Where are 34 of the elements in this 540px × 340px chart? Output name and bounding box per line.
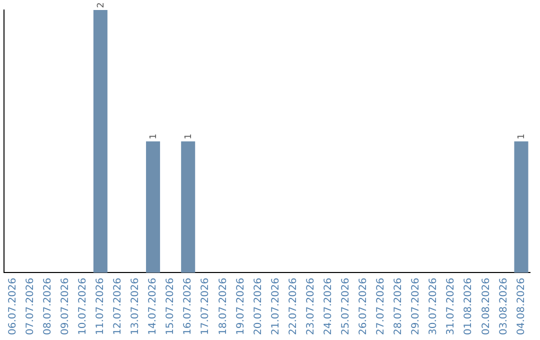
x-tick-label: 22.07.2026 bbox=[288, 278, 299, 336]
x-tick-label: 23.07.2026 bbox=[305, 278, 316, 336]
x-tick-label: 14.07.2026 bbox=[148, 278, 159, 336]
x-tick-label: 28.07.2026 bbox=[393, 278, 404, 336]
x-tick-label: 07.07.2026 bbox=[24, 278, 36, 336]
x-tick-label: 06.07.2026 bbox=[7, 278, 18, 336]
x-tick-label: 09.07.2026 bbox=[60, 278, 71, 336]
x-tick-label: 17.07.2026 bbox=[200, 278, 212, 336]
x-tick-label: 25.07.2026 bbox=[340, 278, 352, 336]
x-tick-label: 27.07.2026 bbox=[376, 278, 387, 336]
x-tick-label: 20.07.2026 bbox=[252, 278, 264, 336]
data-label: 1 bbox=[184, 134, 194, 140]
x-tick-label: 19.07.2026 bbox=[235, 278, 246, 336]
x-tick-label: 16.07.2026 bbox=[182, 278, 194, 336]
x-tick-label: 30.07.2026 bbox=[428, 278, 440, 336]
x-tick-label: 13.07.2026 bbox=[130, 278, 142, 336]
x-tick-label: 18.07.2026 bbox=[218, 278, 229, 336]
x-tick-label: 21.07.2026 bbox=[270, 278, 282, 336]
x-tick-label: 26.07.2026 bbox=[358, 278, 370, 336]
data-label: 1 bbox=[517, 134, 528, 140]
x-tick-label: 12.07.2026 bbox=[112, 278, 124, 336]
x-tick-label: 04.08.2026 bbox=[516, 278, 527, 336]
data-label: 2 bbox=[96, 2, 106, 8]
x-tick-label: 10.07.2026 bbox=[77, 278, 88, 336]
x-tick-label: 03.08.2026 bbox=[498, 278, 510, 336]
data-label: 1 bbox=[149, 134, 160, 140]
x-tick-label: 29.07.2026 bbox=[410, 278, 422, 336]
x-tick-label: 31.07.2026 bbox=[446, 278, 457, 336]
x-tick-label: 01.08.2026 bbox=[463, 278, 474, 336]
x-tick-label: 02.08.2026 bbox=[480, 278, 492, 336]
x-tick-label: 08.07.2026 bbox=[42, 278, 54, 336]
x-tick-label: 24.07.2026 bbox=[322, 278, 334, 336]
x-tick-label: 11.07.2026 bbox=[95, 278, 106, 336]
x-tick-label: 15.07.2026 bbox=[165, 278, 176, 336]
